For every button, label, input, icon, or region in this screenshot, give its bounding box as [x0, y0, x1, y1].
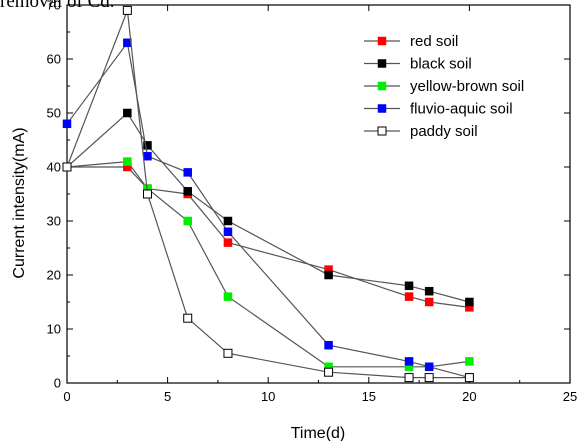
- legend: red soil black soil yellow-brown soil fluvi…: [364, 33, 524, 140]
- data-point-paddy-soil: [404, 373, 414, 383]
- legend-marker-fluvio-aquic-soil: [377, 104, 387, 113]
- y-tick-label: 40: [47, 160, 61, 175]
- y-tick-label: 0: [54, 376, 61, 391]
- axes: 0 5 10 15 20 25 0 10 20 30 40 50 60 70: [47, 0, 578, 404]
- data-point-black-soil: [404, 281, 414, 291]
- y-tick-label: 30: [47, 214, 61, 229]
- y-tick-label: 10: [47, 322, 61, 337]
- data-point-fluvio-aquic-soil: [143, 151, 152, 161]
- data-point-yellow-brown-soil: [465, 357, 474, 366]
- legend-label-red-soil: red soil: [410, 33, 458, 50]
- data-point-red-soil: [424, 297, 434, 307]
- data-point-paddy-soil: [122, 5, 132, 15]
- data-point-paddy-soil: [223, 348, 233, 358]
- data-point-black-soil: [223, 216, 233, 226]
- data-point-paddy-soil: [424, 373, 434, 383]
- y-tick-label: 70: [47, 0, 61, 13]
- data-point-paddy-soil: [324, 367, 334, 377]
- data-point-paddy-soil: [62, 162, 72, 172]
- legend-label-paddy-soil: paddy soil: [410, 123, 478, 140]
- data-point-black-soil: [123, 108, 132, 118]
- legend-marker-red-soil: [377, 36, 387, 46]
- y-axis-label: Current intensity(mA): [11, 127, 28, 278]
- y-tick-label: 60: [47, 52, 61, 67]
- data-point-black-soil: [465, 297, 474, 307]
- data-point-red-soil: [404, 292, 414, 301]
- legend-marker-black-soil: [377, 59, 387, 68]
- data-point-fluvio-aquic-soil: [404, 357, 414, 366]
- data-point-red-soil: [223, 238, 233, 247]
- x-tick-label: 15: [362, 389, 376, 404]
- x-tick-label: 25: [563, 389, 577, 404]
- x-tick-label: 20: [462, 389, 476, 404]
- data-point-black-soil: [143, 141, 152, 150]
- y-tick-label: 20: [47, 268, 61, 283]
- x-tick-label: 0: [63, 389, 70, 404]
- legend-label-yellow-brown-soil: yellow-brown soil: [410, 78, 524, 95]
- data-point-yellow-brown-soil: [223, 292, 233, 301]
- data-point-paddy-soil: [183, 313, 193, 323]
- legend-marker-yellow-brown-soil: [377, 81, 387, 91]
- data-point-fluvio-aquic-soil: [223, 227, 233, 237]
- legend-marker-paddy-soil: [377, 126, 387, 136]
- legend-label-black-soil: black soil: [410, 56, 472, 73]
- series-line-yellow-brown-soil: [66, 160, 470, 368]
- data-point-fluvio-aquic-soil: [424, 362, 434, 372]
- data-point-black-soil: [324, 270, 333, 280]
- series-line-black-soil: [66, 112, 470, 303]
- caption-fragment: removal of Cd.: [0, 0, 115, 12]
- data-point-fluvio-aquic-soil: [183, 168, 192, 177]
- data-point-yellow-brown-soil: [183, 216, 192, 226]
- plot-area-border: [66, 4, 571, 384]
- data-point-fluvio-aquic-soil: [324, 340, 333, 350]
- data-point-black-soil: [424, 286, 434, 296]
- data-point-paddy-soil: [142, 189, 152, 199]
- plot-frame: [66, 4, 571, 384]
- data-point-fluvio-aquic-soil: [62, 119, 72, 129]
- data-point-yellow-brown-soil: [123, 157, 132, 166]
- x-tick-label: 10: [261, 389, 275, 404]
- y-tick-label: 50: [47, 106, 61, 121]
- series-group: [62, 5, 474, 383]
- data-point-paddy-soil: [464, 373, 474, 383]
- x-tick-label: 5: [164, 389, 171, 404]
- data-point-black-soil: [183, 187, 192, 196]
- x-axis-label: Time(d): [291, 425, 346, 441]
- legend-label-fluvio-aquic-soil: fluvio-aquic soil: [410, 101, 513, 118]
